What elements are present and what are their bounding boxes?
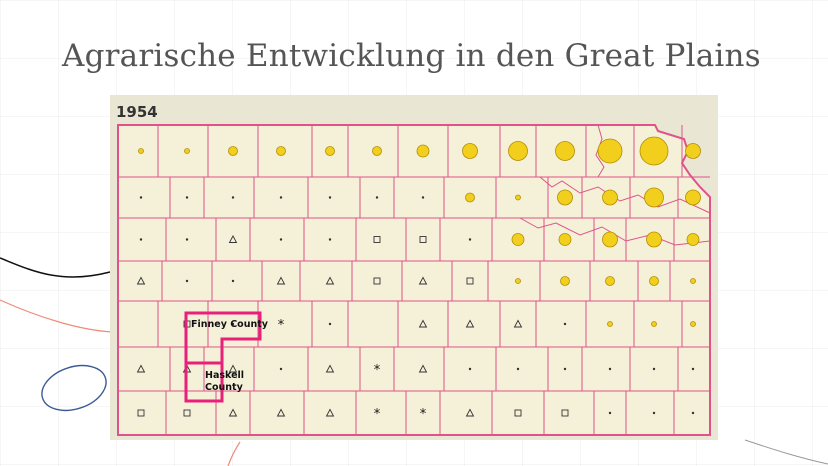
triangle-symbol	[136, 364, 146, 373]
production-circle	[462, 143, 478, 159]
small-dot	[608, 411, 612, 415]
triangle-symbol	[228, 364, 238, 373]
small-dot	[691, 411, 695, 415]
production-circle	[597, 138, 623, 164]
small-dot	[328, 238, 332, 241]
small-dot	[421, 196, 425, 199]
small-dot	[279, 196, 283, 199]
small-dot	[328, 196, 332, 199]
production-circle	[508, 141, 528, 161]
production-circle	[555, 141, 575, 161]
small-dot	[516, 367, 520, 371]
slide-title: Agrarische Entwicklung in den Great Plai…	[62, 38, 761, 74]
triangle-symbol	[276, 276, 286, 285]
finney-county-label: Finney County	[191, 319, 269, 330]
production-circle	[690, 321, 696, 327]
triangle-symbol	[136, 276, 146, 285]
small-dot	[468, 367, 472, 371]
production-circle	[602, 189, 618, 206]
small-dot	[279, 367, 283, 371]
production-circle	[557, 189, 573, 206]
small-dot	[231, 196, 235, 199]
square-symbol	[466, 277, 474, 285]
asterisk-symbol: *	[374, 363, 381, 378]
square-symbol	[183, 409, 191, 417]
triangle-symbol	[418, 276, 428, 285]
small-dot	[652, 367, 656, 371]
production-circle	[639, 136, 669, 166]
asterisk-symbol: *	[420, 407, 427, 422]
kansas-map: * * * * Finney County Haskell County 1954	[110, 95, 718, 440]
square-symbol	[514, 409, 522, 417]
production-circle	[372, 146, 382, 156]
small-dot	[608, 367, 612, 371]
production-circle	[511, 233, 525, 246]
small-dot	[468, 238, 472, 241]
production-circle	[644, 187, 664, 208]
triangle-symbol	[418, 319, 428, 328]
production-circle	[515, 278, 521, 284]
small-dot	[375, 196, 379, 199]
production-circle	[605, 276, 615, 286]
county-line-irregular	[519, 217, 711, 246]
production-circle	[228, 146, 238, 156]
small-dot	[328, 322, 332, 326]
square-symbol	[419, 236, 427, 243]
haskell-county-label-2: County	[205, 382, 244, 393]
triangle-symbol	[228, 235, 238, 243]
triangle-symbol	[228, 408, 238, 417]
square-symbol	[137, 409, 145, 417]
production-circle	[515, 194, 521, 201]
production-circle	[651, 321, 657, 327]
production-circle	[465, 192, 475, 203]
production-circle	[558, 233, 572, 246]
production-circle	[138, 148, 144, 154]
small-dot	[185, 279, 189, 283]
map-year: 1954	[116, 103, 158, 121]
production-circle	[686, 233, 700, 246]
small-dot	[231, 322, 235, 326]
production-circle	[649, 276, 659, 286]
square-symbol	[561, 409, 569, 417]
production-circle	[416, 144, 430, 158]
small-dot	[691, 367, 695, 371]
small-dot	[563, 322, 567, 326]
small-dot	[279, 238, 283, 241]
small-dot	[139, 196, 143, 199]
asterisk-symbol: *	[278, 318, 285, 333]
triangle-symbol	[513, 319, 523, 328]
triangle-symbol	[465, 319, 475, 328]
triangle-symbol	[465, 408, 475, 417]
county-line-irregular	[595, 124, 605, 178]
production-circle	[184, 148, 190, 154]
production-circle	[685, 143, 701, 159]
small-dot	[652, 411, 656, 415]
production-circle	[607, 321, 613, 327]
production-circle	[276, 146, 286, 156]
production-circle	[690, 278, 696, 284]
production-circle	[685, 189, 701, 206]
small-dot	[185, 196, 189, 199]
haskell-county-label-1: Haskell	[205, 370, 244, 381]
triangle-symbol	[325, 276, 335, 285]
production-circle	[560, 276, 570, 286]
production-circle	[602, 231, 618, 248]
triangle-symbol	[325, 364, 335, 373]
small-dot	[231, 279, 235, 283]
square-symbol	[373, 277, 381, 285]
triangle-symbol	[276, 408, 286, 417]
finney-haskell-highlight	[184, 311, 262, 403]
triangle-symbol	[418, 364, 428, 373]
small-dot	[139, 238, 143, 241]
production-circle	[646, 231, 662, 248]
square-symbol	[373, 236, 381, 243]
production-circle	[325, 146, 335, 156]
triangle-symbol	[325, 408, 335, 417]
small-dot	[185, 238, 189, 241]
asterisk-symbol: *	[374, 407, 381, 422]
small-dot	[563, 367, 567, 371]
